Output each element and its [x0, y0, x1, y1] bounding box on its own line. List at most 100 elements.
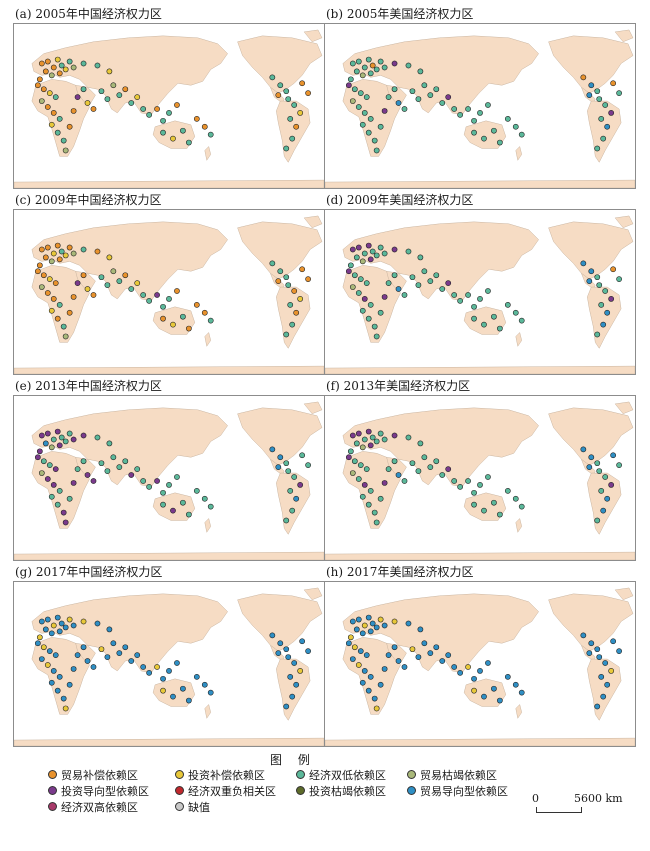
country-marker	[369, 248, 376, 255]
country-marker	[80, 618, 87, 625]
landmass	[548, 407, 634, 466]
country-marker	[610, 80, 617, 87]
country-marker	[74, 652, 81, 658]
country-marker	[345, 454, 352, 461]
country-marker	[104, 96, 111, 102]
map-svg	[14, 24, 324, 188]
country-marker	[477, 482, 483, 488]
country-marker	[134, 652, 141, 658]
country-marker	[367, 301, 374, 308]
country-marker	[170, 507, 176, 514]
country-marker	[106, 254, 113, 261]
legend-label: 贸易补偿依赖区	[61, 769, 138, 782]
country-marker	[48, 307, 55, 314]
country-marker	[588, 268, 595, 275]
country-marker	[54, 315, 61, 322]
country-marker	[471, 687, 477, 694]
country-marker	[193, 487, 200, 494]
country-marker	[347, 262, 354, 269]
country-marker	[347, 76, 354, 83]
country-marker	[54, 501, 61, 508]
legend-title: 图 例	[270, 753, 316, 767]
landmass	[325, 365, 635, 374]
country-marker	[512, 309, 519, 316]
country-marker	[385, 652, 392, 658]
country-marker	[518, 317, 525, 324]
country-marker	[58, 62, 65, 69]
country-marker	[359, 630, 366, 637]
country-marker	[305, 648, 311, 655]
country-marker	[166, 482, 172, 488]
map-panel-h: (h) 2017年美国经济权力区	[324, 565, 642, 747]
country-marker	[122, 458, 129, 465]
country-marker	[48, 444, 55, 451]
country-marker	[608, 482, 615, 488]
country-marker	[353, 626, 360, 633]
country-marker	[297, 110, 304, 116]
country-marker	[504, 115, 511, 122]
country-marker	[349, 470, 356, 476]
country-marker	[56, 115, 63, 122]
country-marker	[415, 654, 422, 660]
country-marker	[445, 280, 452, 286]
country-marker	[377, 58, 384, 65]
legend-label: 投资补偿依赖区	[188, 769, 265, 782]
country-marker	[377, 616, 384, 623]
scale-max-label: 5600 km	[574, 792, 623, 805]
world-map	[13, 581, 325, 747]
country-marker	[359, 307, 366, 314]
world-map	[324, 209, 636, 375]
country-marker	[417, 440, 424, 447]
country-marker	[610, 638, 617, 645]
country-marker	[349, 284, 356, 290]
country-marker	[90, 292, 97, 298]
country-marker	[604, 309, 611, 316]
country-marker	[275, 464, 282, 470]
country-marker	[373, 252, 380, 259]
map-panel-a: (a) 2005年中国经济权力区	[13, 7, 331, 189]
country-marker	[395, 472, 402, 478]
map-svg	[14, 210, 324, 374]
country-marker	[40, 272, 47, 279]
country-marker	[485, 660, 491, 666]
legend-label: 投资枯竭依赖区	[309, 785, 386, 798]
country-marker	[34, 268, 41, 275]
country-marker	[289, 321, 296, 328]
country-marker	[46, 462, 53, 469]
country-marker	[160, 303, 166, 310]
country-marker	[146, 112, 153, 118]
country-marker	[80, 60, 87, 67]
country-marker	[445, 652, 452, 658]
world-map	[324, 395, 636, 561]
country-marker	[56, 673, 63, 680]
country-marker	[351, 458, 358, 465]
country-marker	[371, 323, 378, 330]
country-marker	[471, 117, 477, 124]
country-marker	[44, 662, 51, 668]
country-marker	[116, 650, 123, 656]
country-marker	[160, 117, 166, 124]
world-map	[324, 581, 636, 747]
country-marker	[395, 658, 402, 664]
country-marker	[207, 503, 214, 510]
country-marker	[594, 703, 601, 710]
country-marker	[421, 268, 428, 275]
country-marker	[56, 442, 63, 449]
country-marker	[38, 656, 45, 662]
country-marker	[471, 489, 477, 496]
country-marker	[361, 64, 368, 71]
landmass	[14, 365, 324, 374]
country-marker	[355, 616, 362, 623]
country-marker	[62, 333, 69, 340]
country-marker	[54, 687, 61, 694]
country-marker	[451, 478, 458, 484]
country-marker	[427, 464, 434, 470]
country-marker	[287, 115, 294, 122]
country-marker	[140, 478, 147, 484]
country-marker	[154, 664, 160, 670]
country-marker	[44, 430, 51, 437]
country-marker	[415, 282, 422, 288]
legend-item: 缺值	[175, 801, 210, 814]
country-marker	[616, 462, 622, 469]
country-marker	[269, 446, 276, 453]
